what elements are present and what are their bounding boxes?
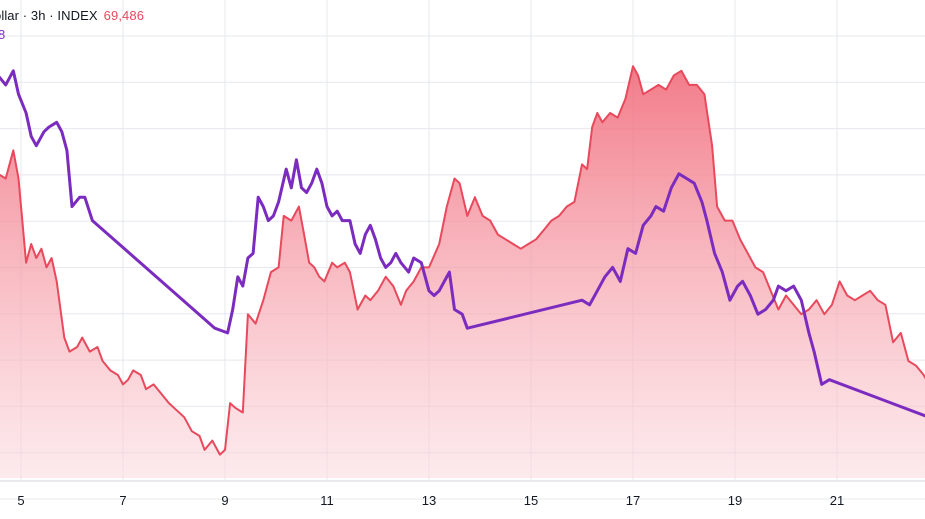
x-tick-label: 15 xyxy=(524,493,538,508)
purple-line-series xyxy=(0,69,925,418)
x-tick-label: 17 xyxy=(626,493,640,508)
legend-series-1[interactable]: ollar · 3h · INDEX 69,486 xyxy=(0,8,144,23)
x-tick-label: 13 xyxy=(422,493,436,508)
x-tick-label: 9 xyxy=(221,493,228,508)
red-area-fill xyxy=(0,66,925,478)
purple-line xyxy=(0,69,925,418)
x-tick-label: 5 xyxy=(17,493,24,508)
legend-series-2[interactable]: 8 xyxy=(0,27,6,42)
x-axis: 5 7 9 11 13 15 17 19 21 xyxy=(17,493,844,508)
legend-series-text: ollar · 3h · INDEX xyxy=(0,8,98,23)
legend: ollar · 3h · INDEX 69,486 8 xyxy=(0,0,300,42)
x-tick-label: 11 xyxy=(320,493,334,508)
x-tick-label: 7 xyxy=(119,493,126,508)
red-area-series xyxy=(0,65,925,478)
x-tick-label: 19 xyxy=(728,493,742,508)
legend-value: 69,486 xyxy=(103,8,145,23)
x-tick-label: 21 xyxy=(830,493,844,508)
